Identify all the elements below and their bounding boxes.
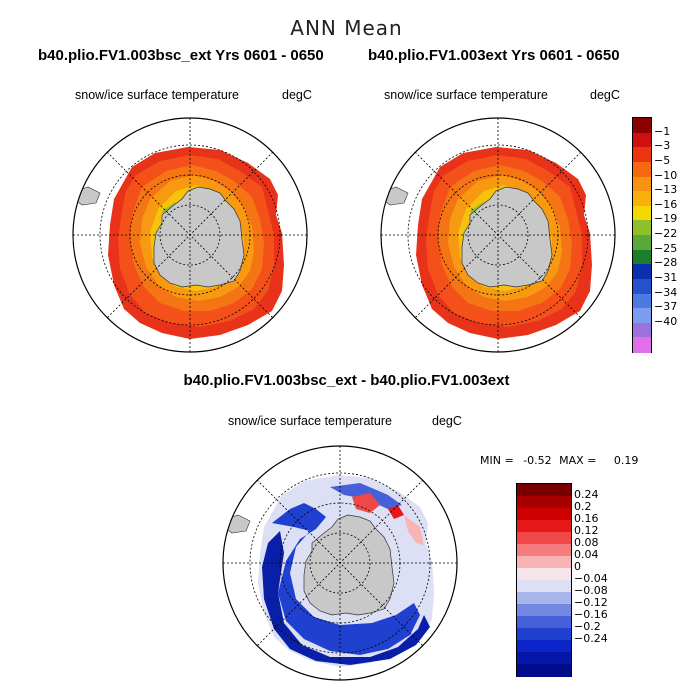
colorbar-top-tick-label: −1 xyxy=(654,124,671,138)
colorbar-top xyxy=(632,117,652,353)
difference-title: b40.plio.FV1.003bsc_ext - b40.plio.FV1.0… xyxy=(183,372,510,389)
colorbar-top-tick-label: −22 xyxy=(654,227,678,240)
panel-right-variable-label: snow/ice surface temperature xyxy=(384,88,548,102)
panel-left-variable-label: snow/ice surface temperature xyxy=(75,88,239,102)
graticule-right xyxy=(381,118,615,352)
colorbar-diff-tick-label: 0.24 xyxy=(574,488,599,501)
colorbar-diff-tick-label: −0.04 xyxy=(574,572,608,585)
colorbar-top-swatch xyxy=(633,308,651,324)
colorbar-diff-tick-label: −0.16 xyxy=(574,608,608,621)
colorbar-diff-swatch xyxy=(517,568,571,581)
colorbar-top-tick-label: −13 xyxy=(654,183,678,197)
colorbar-top-tick-label: −25 xyxy=(654,241,678,255)
colorbar-top-tick-label: −40 xyxy=(654,314,678,328)
colorbar-diff-swatch xyxy=(517,496,571,509)
colorbar-diff-tick-label: 0.12 xyxy=(574,524,599,537)
colorbar-diff-swatch xyxy=(517,580,571,593)
min-value: -0.52 xyxy=(523,454,552,467)
colorbar-diff-swatch xyxy=(517,652,571,665)
colorbar-diff-tick-label: −0.24 xyxy=(574,632,608,645)
colorbar-top-swatch xyxy=(633,293,651,309)
panel-right-case-title: b40.plio.FV1.003ext Yrs 0601 - 0650 xyxy=(368,47,620,64)
colorbar-top-tick-label: −3 xyxy=(654,139,671,153)
colorbar-top-swatch xyxy=(633,147,651,163)
colorbar-diff-swatch xyxy=(517,628,571,641)
graticule-left xyxy=(73,118,307,352)
colorbar-top-tick-label: −28 xyxy=(654,256,678,270)
map-left xyxy=(72,117,308,353)
panel-left-units: degC xyxy=(282,88,312,102)
colorbar-diff-tick-label: 0.2 xyxy=(574,500,592,513)
colorbar-top-tick-label: −16 xyxy=(654,197,678,211)
colorbar-top-swatch xyxy=(633,220,651,236)
colorbar-top-swatch xyxy=(633,235,651,251)
colorbar-diff-swatch xyxy=(517,604,571,617)
panel-right-units: degC xyxy=(590,88,620,102)
colorbar-top-swatch xyxy=(633,118,651,134)
colorbar-diff-swatch xyxy=(517,556,571,569)
colorbar-diff-swatch xyxy=(517,520,571,533)
colorbar-top-tick-label: −34 xyxy=(654,285,678,299)
colorbar-diff-swatch xyxy=(517,508,571,521)
colorbar-diff-swatch xyxy=(517,664,571,677)
colorbar-top-tick-label: −37 xyxy=(654,300,678,314)
colorbar-diff-tick-label: −0.12 xyxy=(574,596,608,609)
colorbar-top-tick-label: −31 xyxy=(654,270,678,284)
colorbar-diff-tick-label: −0.2 xyxy=(574,620,601,633)
colorbar-diff-swatch xyxy=(517,544,571,557)
colorbar-diff-swatch xyxy=(517,616,571,629)
max-label: MAX = xyxy=(559,454,597,467)
colorbar-top-swatch xyxy=(633,278,651,294)
colorbar-top-swatch xyxy=(633,205,651,221)
panel-left-case-title: b40.plio.FV1.003bsc_ext Yrs 0601 - 0650 xyxy=(38,47,324,64)
colorbar-top-tick-label: −19 xyxy=(654,212,678,226)
colorbar-top-tick-label: −10 xyxy=(654,168,678,182)
colorbar-top-tick-label: −5 xyxy=(654,153,671,167)
colorbar-diff-swatch xyxy=(517,592,571,605)
colorbar-diff-tick-label: 0.08 xyxy=(574,536,599,549)
graticule-difference xyxy=(223,446,457,680)
colorbar-top-swatch xyxy=(633,176,651,192)
diff-variable-label: snow/ice surface temperature xyxy=(228,414,392,428)
colorbar-difference-labels: 0.24 0.2 0.16 0.12 0.08 0.04 0 −0.04 −0.08 −0.12−… xyxy=(574,483,634,675)
colorbar-top-swatch xyxy=(633,132,651,148)
colorbar-top-swatch xyxy=(633,161,651,177)
map-difference xyxy=(222,445,458,681)
diff-units: degC xyxy=(432,414,462,428)
colorbar-diff-tick-label: 0.16 xyxy=(574,512,599,525)
colorbar-diff-tick-label: 0.04 xyxy=(574,548,599,561)
main-title: ANN Mean xyxy=(290,16,403,40)
colorbar-diff-swatch xyxy=(517,532,571,545)
colorbar-diff-swatch xyxy=(517,640,571,653)
min-max-readout: MIN = -0.52 MAX = 0.19 xyxy=(480,454,638,467)
colorbar-diff-tick-label: 0 xyxy=(574,560,581,573)
colorbar-difference xyxy=(516,483,572,677)
min-label: MIN = xyxy=(480,454,514,467)
colorbar-diff-tick-label: −0.08 xyxy=(574,584,608,597)
max-value: 0.19 xyxy=(613,454,639,467)
colorbar-top-labels: −1 −3 −5 −10 −13 −16 −19 −22 −25 −28 −31 −34 −37 −40 xyxy=(654,117,690,351)
colorbar-top-swatch xyxy=(633,191,651,207)
colorbar-diff-swatch xyxy=(517,484,571,497)
map-right xyxy=(380,117,616,353)
colorbar-top-swatch xyxy=(633,337,651,353)
colorbar-top-swatch xyxy=(633,249,651,265)
colorbar-top-swatch xyxy=(633,264,651,280)
colorbar-top-swatch xyxy=(633,322,651,338)
